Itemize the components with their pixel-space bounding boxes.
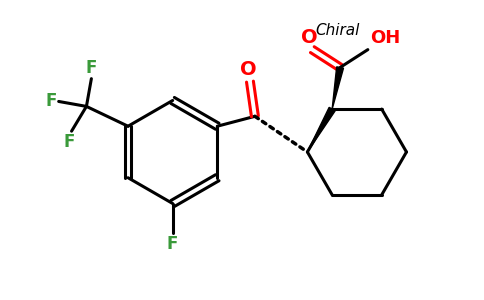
Text: O: O (301, 28, 318, 47)
Polygon shape (307, 107, 335, 152)
Text: O: O (240, 60, 257, 79)
Text: F: F (167, 235, 178, 253)
Text: Chiral: Chiral (315, 23, 359, 38)
Text: F: F (64, 133, 76, 151)
Text: OH: OH (370, 29, 400, 47)
Text: F: F (45, 92, 57, 110)
Text: F: F (86, 59, 97, 77)
Polygon shape (332, 67, 344, 109)
